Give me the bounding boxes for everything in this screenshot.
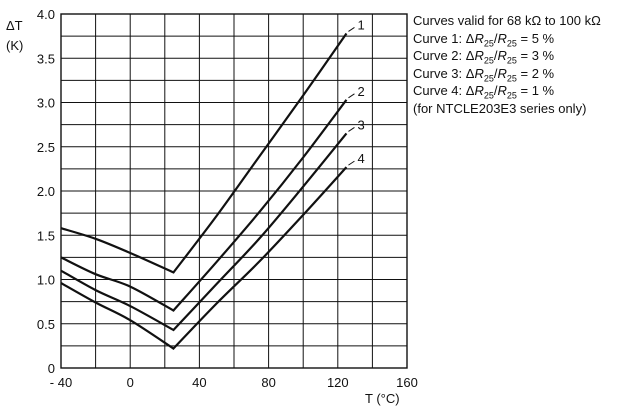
y-tick-label: 1.5: [37, 228, 55, 243]
curve-note-slash: /: [493, 83, 498, 99]
curve-note-suffix: = 5 %: [516, 30, 555, 46]
notes-curve-line: Curve 3: ΔR25/R25 = 2 %: [413, 65, 601, 83]
curve-note-prefix: Curve 1: Δ: [413, 30, 475, 46]
y-tick-label: 1.0: [37, 273, 55, 288]
curve-note-r: R: [497, 30, 507, 46]
curve-note-sub: 25: [483, 90, 494, 101]
series-curve-2: [60, 99, 348, 312]
curve-note-sub: 25: [506, 73, 517, 84]
y-tick-label: 3.5: [37, 51, 55, 66]
curve-note-prefix: Curve 2: Δ: [413, 48, 475, 64]
curve-note-prefix: Curve 3: Δ: [413, 65, 475, 81]
curve-note-r: R: [474, 48, 484, 64]
curve-note-slash: /: [493, 48, 498, 64]
series-curve-3: [60, 132, 348, 332]
x-tick-label: 120: [327, 375, 349, 390]
curve-note-slash: /: [493, 30, 498, 46]
curve-note-suffix: = 1 %: [516, 83, 555, 99]
series-label-leader: [348, 93, 355, 99]
notes-series-line: (for NTCLE203E3 series only): [413, 100, 587, 116]
chart-series: [60, 32, 348, 350]
curve-note-sub: 25: [506, 38, 517, 49]
curve-note-prefix: Curve 4: Δ: [413, 83, 475, 99]
curve-note-sub: 25: [483, 73, 494, 84]
series-curve-4: [60, 166, 348, 350]
y-tick-label: 2.0: [37, 184, 55, 199]
curve-note-sub: 25: [506, 90, 517, 101]
chart-labels: 1 2 3 4: [348, 17, 365, 166]
curve-note-slash: /: [493, 65, 498, 81]
curve-notes: Curves valid for 68 kΩ to 100 kΩ Curve 1…: [413, 12, 601, 118]
curve-note-sub: 25: [506, 55, 517, 66]
y-tick-label: 4.0: [37, 7, 55, 22]
y-axis-label-symbol: ΔT: [6, 18, 23, 33]
x-tick-label: 80: [261, 375, 275, 390]
curve-note-r: R: [497, 65, 507, 81]
notes-validity-line: Curves valid for 68 kΩ to 100 kΩ: [413, 13, 601, 28]
curve-note-suffix: = 2 %: [516, 65, 555, 81]
notes-curve-line: Curve 1: ΔR25/R25 = 5 %: [413, 30, 601, 48]
series-curve-1: [60, 32, 348, 274]
x-tick-label: 0: [127, 375, 134, 390]
x-axis-label: T (°C): [365, 391, 400, 406]
x-tick-label: 160: [396, 375, 418, 390]
y-axis-label-unit: (K): [6, 38, 23, 53]
curve-note-r: R: [474, 65, 484, 81]
curve-note-r: R: [497, 48, 507, 64]
x-tick-label: 40: [192, 375, 206, 390]
y-tick-label: 2.5: [37, 140, 55, 155]
y-tick-label: 3.0: [37, 96, 55, 111]
curve-note-sub: 25: [483, 55, 494, 66]
curve-note-r: R: [497, 83, 507, 99]
curve-note-suffix: = 3 %: [516, 48, 555, 64]
series-label-leader: [348, 160, 355, 166]
curve-note-r: R: [474, 83, 484, 99]
plot-frame: [60, 13, 408, 369]
series-label-2: 2: [357, 84, 364, 99]
x-tick-label: - 40: [50, 375, 72, 390]
notes-curve-line: Curve 2: ΔR25/R25 = 3 %: [413, 47, 601, 65]
curve-note-r: R: [474, 30, 484, 46]
curve-note-sub: 25: [483, 38, 494, 49]
series-label-leader: [348, 127, 355, 132]
y-tick-label: 0.5: [37, 317, 55, 332]
y-tick-label: 0: [48, 361, 55, 376]
series-label-4: 4: [357, 151, 364, 166]
series-label-3: 3: [357, 117, 364, 132]
series-label-leader: [348, 27, 355, 32]
series-label-1: 1: [357, 17, 364, 32]
notes-curve-line: Curve 4: ΔR25/R25 = 1 %: [413, 82, 601, 100]
